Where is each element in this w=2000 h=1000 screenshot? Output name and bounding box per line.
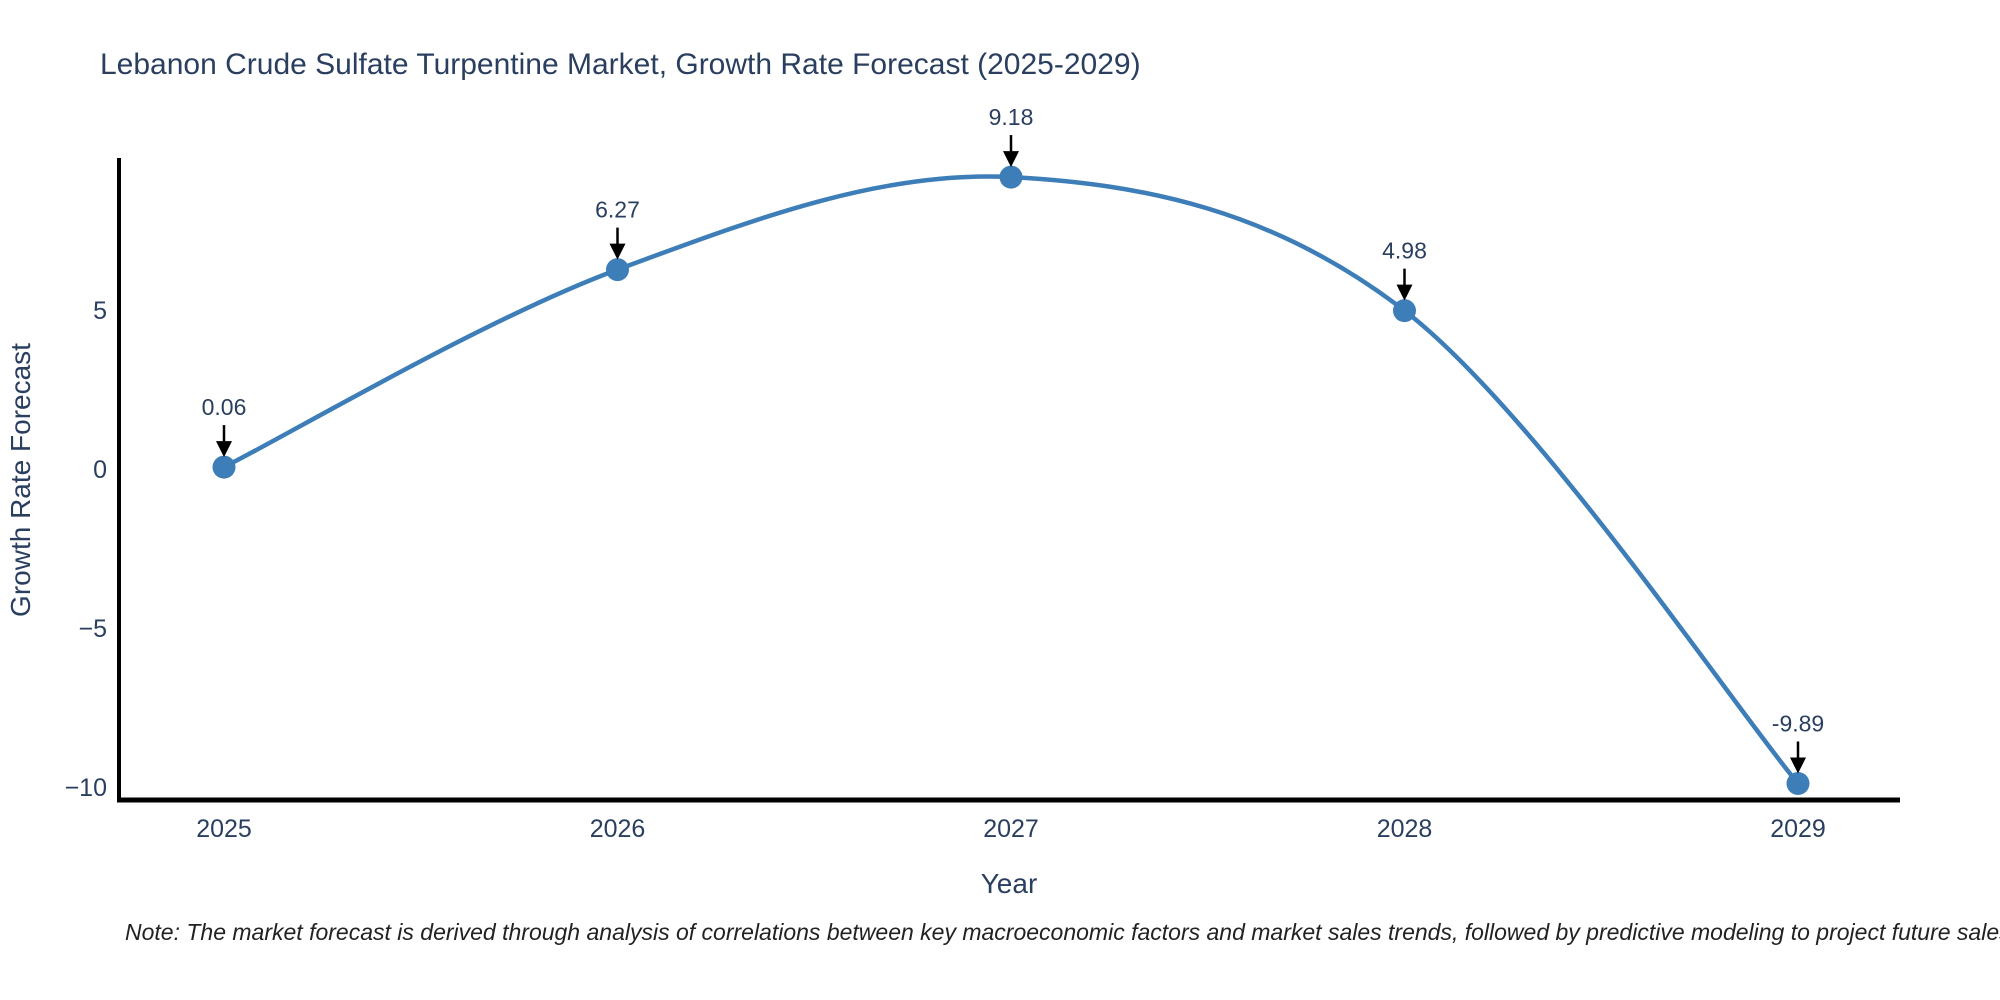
chart-title: Lebanon Crude Sulfate Turpentine Market,… <box>100 48 1141 81</box>
annotation-value: 6.27 <box>595 197 640 223</box>
footnote: Note: The market forecast is derived thr… <box>125 919 2000 945</box>
annotation-arrowhead <box>216 441 232 458</box>
annotation-value: -9.89 <box>1772 711 1824 737</box>
data-point-2028[interactable] <box>1393 299 1416 323</box>
line-series <box>212 165 1810 796</box>
annotation-value: 0.06 <box>202 394 247 420</box>
data-point-2029[interactable] <box>1786 772 1810 796</box>
x-axis-title: Year <box>981 868 1038 899</box>
y-tick-label: 5 <box>93 297 107 325</box>
axes <box>117 158 1900 803</box>
x-tick-label: 2026 <box>590 815 646 843</box>
annotation-arrowhead <box>1790 757 1806 774</box>
y-axis-title: Growth Rate Forecast <box>5 343 36 617</box>
x-tick-label: 2027 <box>983 815 1039 843</box>
annotation-value: 4.98 <box>1382 238 1427 264</box>
annotation-arrowhead <box>609 243 626 260</box>
x-tick-label: 2028 <box>1377 815 1433 843</box>
x-tick-label: 2029 <box>1770 815 1826 843</box>
data-point-2027[interactable] <box>999 165 1023 189</box>
data-point-2025[interactable] <box>212 455 236 479</box>
annotation-arrowhead <box>1396 284 1413 301</box>
forecast-line <box>221 174 1801 786</box>
data-point-2026[interactable] <box>606 258 629 282</box>
y-tick-label: 0 <box>93 456 107 484</box>
x-tick-label: 2025 <box>196 815 252 843</box>
annotation-arrowhead <box>1003 151 1019 168</box>
tick-labels: 5 0 −5 −10 2025 2026 2027 2028 2029 <box>65 297 1826 843</box>
annotation-value: 9.18 <box>989 104 1034 130</box>
y-tick-label: −10 <box>65 774 107 802</box>
y-tick-label: −5 <box>78 615 107 643</box>
point-annotations: 0.06 6.27 9.18 4.98 -9.89 <box>202 104 1824 774</box>
